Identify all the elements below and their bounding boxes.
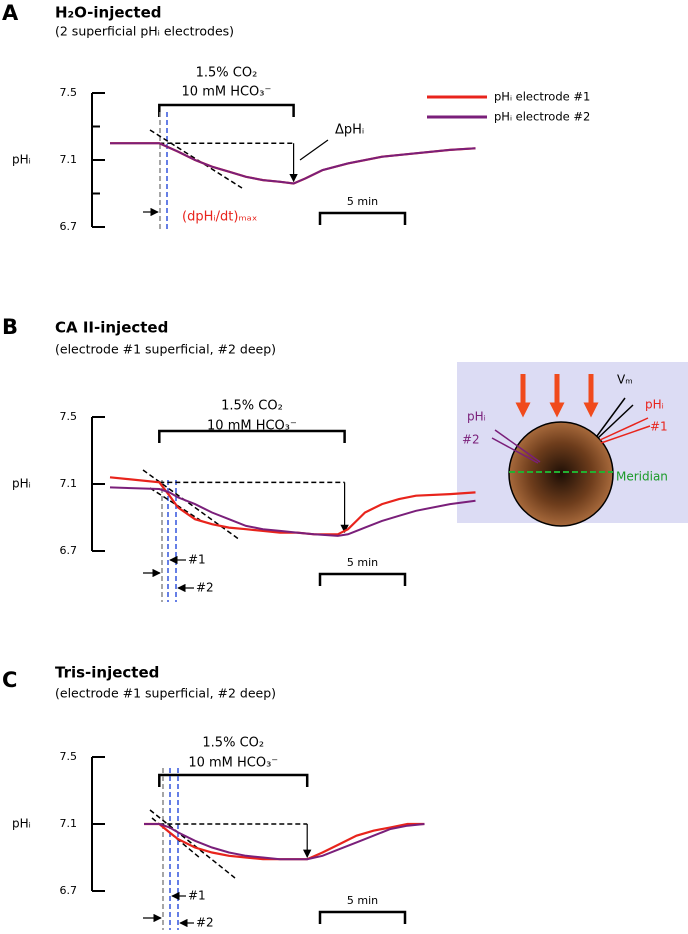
treatment-bracket <box>158 429 346 443</box>
electrode-label: pHᵢ <box>467 410 486 424</box>
data-line <box>110 142 476 185</box>
panel-subtitle: (electrode #1 superficial, #2 deep) <box>55 342 276 357</box>
vm-label: Vₘ <box>617 373 633 387</box>
scale-bar-label: 5 min <box>347 894 378 907</box>
meridian-label: Meridian <box>616 470 668 484</box>
electrode <box>600 425 651 444</box>
y-tick-label: 7.5 <box>60 410 78 423</box>
electrode-label: #1 <box>650 420 668 434</box>
electrode-label: pHᵢ <box>645 398 664 412</box>
electrode <box>597 404 634 439</box>
data-line <box>144 823 425 861</box>
treatment-label: 10 mM HCO₃⁻ <box>188 756 278 771</box>
panel-subtitle: (2 superficial pHᵢ electrodes) <box>55 24 234 39</box>
annotation-line <box>299 139 329 161</box>
treatment-label: 1.5% CO₂ <box>221 399 283 414</box>
panel-title: CA II-injected <box>55 319 168 337</box>
y-tick-label: 6.7 <box>60 220 78 233</box>
y-tick-label: 7.1 <box>60 477 78 490</box>
treatment-label: 1.5% CO₂ <box>202 736 264 751</box>
treatment-label: 10 mM HCO₃⁻ <box>182 85 272 100</box>
electrode <box>596 397 626 437</box>
treatment-bracket <box>158 773 309 787</box>
y-tick-label: 7.5 <box>60 750 78 763</box>
treatment-bracket <box>158 103 295 117</box>
oocyte <box>508 421 614 527</box>
y-tick-label: 7.1 <box>60 817 78 830</box>
cell-diagram: Vₘ pHᵢ #1 pHᵢ #2 Meridian <box>457 362 688 527</box>
treatment-label: 1.5% CO₂ <box>196 66 258 81</box>
treatment-label: 10 mM HCO₃⁻ <box>207 419 297 434</box>
delta-label: ΔpHᵢ <box>335 123 364 138</box>
y-tick-label: 6.7 <box>60 884 78 897</box>
marker-label: #1 <box>188 889 206 903</box>
y-axis-label: pHᵢ <box>12 817 31 831</box>
data-line <box>109 486 476 537</box>
panel-letter: A <box>2 1 19 25</box>
scale-bar <box>318 211 407 225</box>
panel-title: Tris-injected <box>55 664 159 682</box>
scale-bar <box>318 910 407 924</box>
rate-label: (dpHᵢ/dt)ₘₐₓ <box>182 210 258 225</box>
electrode <box>599 417 649 441</box>
scale-bar-label: 5 min <box>347 195 378 208</box>
electrode-label: #2 <box>462 433 480 447</box>
panel-letter: B <box>2 315 18 339</box>
data-line <box>110 142 476 185</box>
panel-title: H₂O-injected <box>55 4 162 22</box>
dashed-guide <box>142 469 241 541</box>
legend-label: pHᵢ electrode #2 <box>494 110 590 124</box>
scale-bar <box>318 572 407 586</box>
data-line <box>144 822 425 861</box>
marker-label: #2 <box>196 916 214 930</box>
electrode <box>494 429 541 463</box>
y-tick-label: 6.7 <box>60 544 78 557</box>
legend-label: pHᵢ electrode #1 <box>494 90 590 104</box>
dashed-guide <box>149 129 243 189</box>
marker-label: #2 <box>196 581 214 595</box>
panel-subtitle: (electrode #1 superficial, #2 deep) <box>55 686 276 701</box>
y-axis-label: pHᵢ <box>12 153 31 167</box>
y-tick-label: 7.1 <box>60 153 78 166</box>
y-axis-label: pHᵢ <box>12 477 31 491</box>
dashed-guide <box>149 487 201 521</box>
scale-bar-label: 5 min <box>347 556 378 569</box>
panel-letter: C <box>2 668 17 692</box>
y-tick-label: 7.5 <box>60 86 78 99</box>
marker-label: #1 <box>188 553 206 567</box>
dashed-guide <box>149 809 236 879</box>
electrode <box>491 437 539 464</box>
